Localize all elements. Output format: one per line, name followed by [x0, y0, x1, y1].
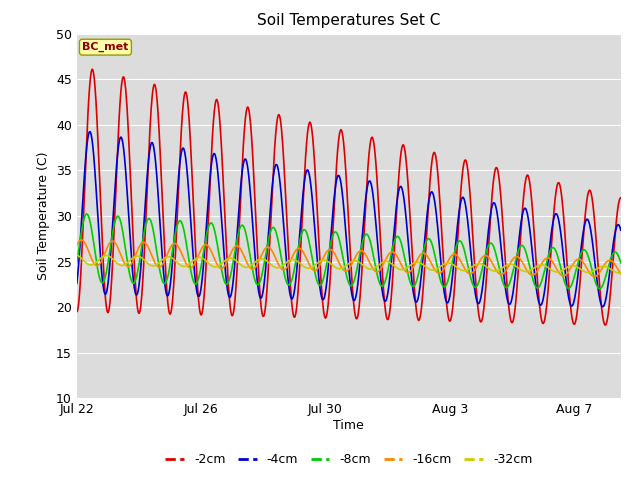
- -8cm: [135, 261, 143, 267]
- -2cm: [607, 289, 614, 295]
- -32cm: [548, 267, 556, 273]
- -32cm: [606, 266, 614, 272]
- -32cm: [73, 252, 81, 258]
- -4cm: [617, 228, 625, 233]
- -16cm: [607, 257, 614, 263]
- -32cm: [282, 261, 289, 266]
- -2cm: [73, 309, 81, 314]
- X-axis label: Time: Time: [333, 419, 364, 432]
- -16cm: [591, 274, 598, 279]
- -2cm: [282, 193, 289, 199]
- -4cm: [135, 282, 143, 288]
- -2cm: [602, 322, 609, 328]
- -2cm: [168, 308, 175, 313]
- Line: -2cm: -2cm: [77, 69, 621, 325]
- -16cm: [168, 243, 175, 249]
- Text: BC_met: BC_met: [82, 42, 129, 52]
- -16cm: [548, 258, 556, 264]
- -8cm: [73, 260, 81, 265]
- -8cm: [168, 255, 175, 261]
- -16cm: [73, 242, 81, 248]
- -2cm: [135, 311, 143, 316]
- -4cm: [282, 249, 289, 254]
- -8cm: [607, 257, 614, 263]
- -2cm: [548, 238, 556, 243]
- -8cm: [596, 286, 604, 291]
- -2cm: [88, 66, 96, 72]
- -8cm: [617, 260, 625, 266]
- -16cm: [305, 262, 313, 267]
- Legend: -2cm, -4cm, -8cm, -16cm, -32cm: -2cm, -4cm, -8cm, -16cm, -32cm: [160, 448, 538, 471]
- Line: -32cm: -32cm: [77, 255, 621, 273]
- Line: -4cm: -4cm: [77, 132, 621, 307]
- -16cm: [77, 237, 85, 243]
- -4cm: [305, 171, 313, 177]
- -8cm: [282, 276, 289, 282]
- -16cm: [617, 271, 625, 276]
- Line: -8cm: -8cm: [77, 214, 621, 288]
- -32cm: [167, 254, 175, 260]
- -16cm: [282, 266, 289, 272]
- -4cm: [607, 263, 614, 269]
- Y-axis label: Soil Temperature (C): Soil Temperature (C): [37, 152, 51, 280]
- -32cm: [616, 270, 623, 276]
- Title: Soil Temperatures Set C: Soil Temperatures Set C: [257, 13, 440, 28]
- -32cm: [617, 270, 625, 276]
- Line: -16cm: -16cm: [77, 240, 621, 276]
- -2cm: [617, 195, 625, 201]
- -32cm: [305, 265, 313, 271]
- -8cm: [305, 239, 313, 245]
- -16cm: [135, 244, 143, 250]
- -8cm: [83, 211, 91, 217]
- -4cm: [599, 304, 607, 310]
- -4cm: [168, 273, 175, 278]
- -4cm: [86, 129, 93, 134]
- -4cm: [73, 280, 81, 286]
- -8cm: [548, 245, 556, 251]
- -4cm: [548, 228, 556, 233]
- -32cm: [135, 253, 143, 259]
- -2cm: [305, 120, 313, 126]
